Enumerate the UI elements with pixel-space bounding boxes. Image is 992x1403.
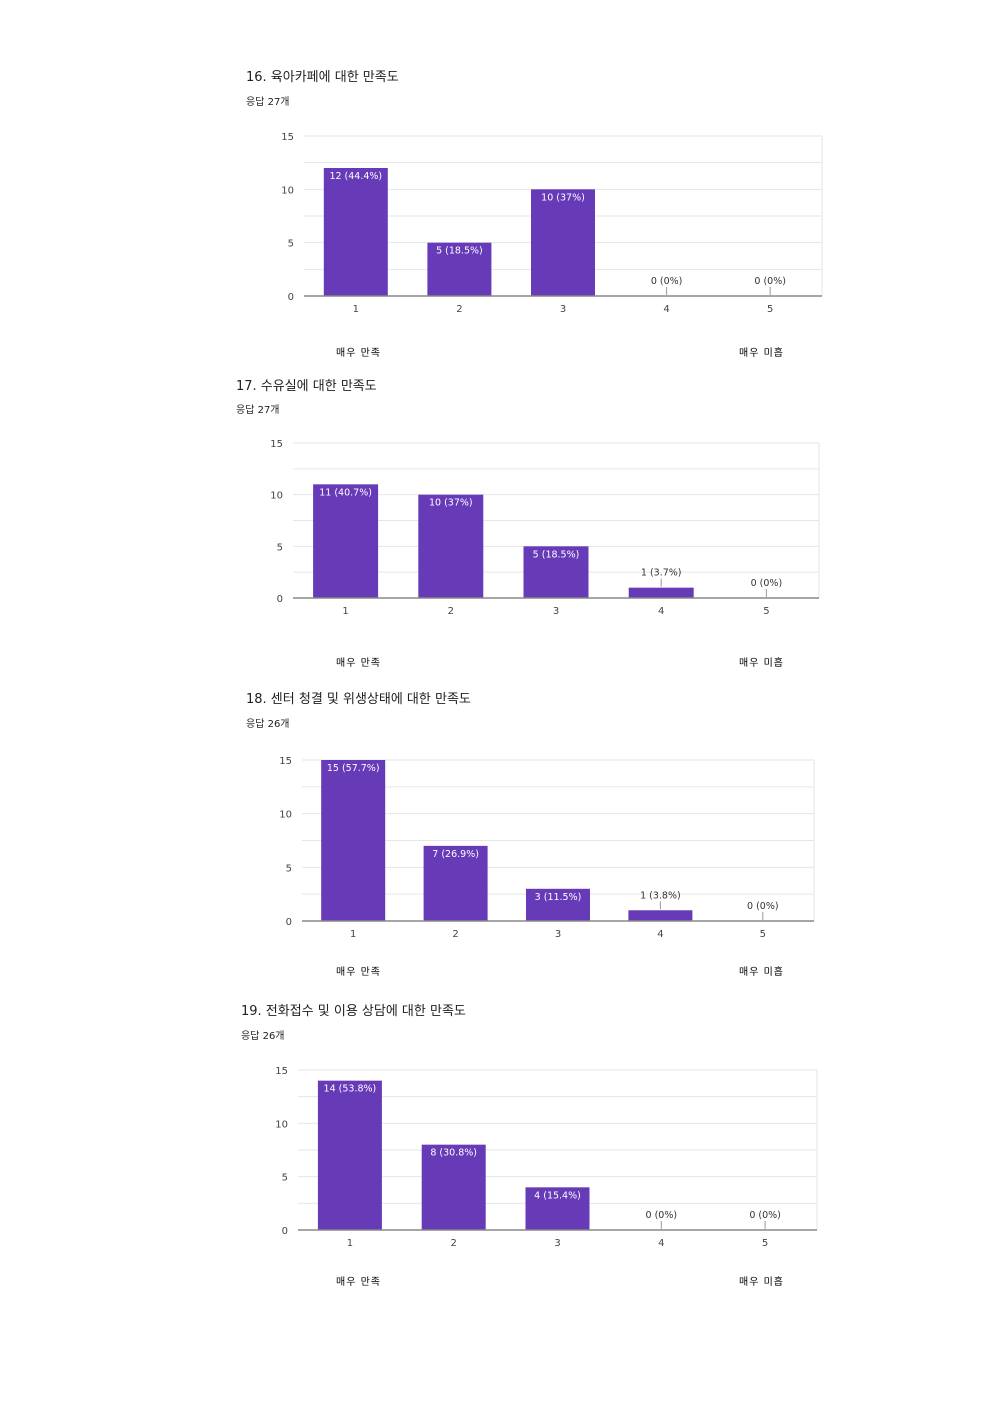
- chart-block-17: 17. 수유실에 대한 만족도 응답 27개 0 5 10 15 11 (40.7%) 1…: [0, 0, 992, 669]
- y-tick-label: 0: [282, 1226, 288, 1237]
- data-label: 7 (26.9%): [432, 849, 479, 860]
- y-tick-label: 10: [275, 1119, 288, 1130]
- x-tick-label: 3: [560, 304, 566, 315]
- bar: [526, 888, 590, 921]
- data-label: 3 (11.5%): [535, 892, 582, 903]
- bar-chart-17: 0 5 10 15 11 (40.7%) 1 10 (37%) 2 5 (18.5%) 3 1 (3…: [270, 439, 820, 617]
- data-label: 5 (18.5%): [436, 246, 483, 257]
- x-tick-label: 5: [760, 929, 766, 940]
- x-tick-label: 1: [347, 1238, 353, 1249]
- response-count: 응답 26개: [246, 719, 290, 730]
- x-tick-label: 4: [658, 606, 664, 617]
- y-tick-label: 15: [281, 132, 294, 143]
- bar: [321, 760, 386, 921]
- y-tick-label: 0: [286, 917, 292, 928]
- x-tick-label: 4: [663, 304, 669, 315]
- question-title: 17. 수유실에 대한 만족도: [236, 379, 377, 394]
- data-label: 1 (3.7%): [641, 568, 682, 579]
- bar: [628, 910, 693, 921]
- y-tick-label: 5: [288, 239, 294, 250]
- y-tick-label: 0: [288, 292, 294, 303]
- scale-right-label: 매우 미흡: [739, 658, 784, 669]
- scale-left-label: 매우 만족: [336, 967, 381, 978]
- bar: [531, 189, 595, 296]
- y-tick-label: 5: [286, 863, 292, 874]
- x-tick-label: 3: [555, 929, 561, 940]
- y-tick-label: 15: [275, 1066, 288, 1077]
- y-tick-label: 5: [282, 1173, 288, 1184]
- bar: [421, 1144, 486, 1230]
- x-tick-label: 1: [342, 606, 348, 617]
- y-tick-label: 15: [279, 756, 292, 767]
- response-count: 응답 27개: [236, 405, 280, 416]
- chart-block-19: 19. 전화접수 및 이용 상담에 대한 만족도 응답 26개 0 5 10 15 14…: [0, 0, 992, 1288]
- data-label: 10 (37%): [429, 498, 473, 509]
- bar: [313, 484, 379, 598]
- data-label: 4 (15.4%): [534, 1190, 581, 1201]
- x-tick-label: 3: [553, 606, 559, 617]
- data-label: 1 (3.8%): [640, 890, 681, 901]
- data-label: 0 (0%): [646, 1210, 678, 1221]
- y-tick-label: 5: [277, 542, 283, 553]
- y-tick-label: 15: [270, 439, 283, 450]
- x-tick-label: 2: [451, 1238, 457, 1249]
- bar-chart-18: 0 5 10 15 15 (57.7%) 1 7 (26.9%) 2 3 (11.5%) 3 1 (…: [279, 756, 815, 940]
- question-title: 19. 전화접수 및 이용 상담에 대한 만족도: [241, 1004, 466, 1019]
- scale-left-label: 매우 만족: [336, 1277, 381, 1288]
- data-label: 8 (30.8%): [430, 1148, 477, 1159]
- scale-left-label: 매우 만족: [336, 658, 381, 669]
- x-tick-label: 2: [448, 606, 454, 617]
- y-tick-label: 10: [279, 810, 292, 821]
- bar-chart-16: 0 5 10 15 12 (44.4%) 1 5 (18.5%) 2 10 (37%) 3 0 (0…: [281, 132, 823, 315]
- data-label: 10 (37%): [541, 192, 585, 203]
- data-label: 0 (0%): [747, 901, 779, 912]
- data-label: 5 (18.5%): [533, 549, 580, 560]
- x-tick-label: 3: [554, 1238, 560, 1249]
- question-title: 16. 육아카페에 대한 만족도: [246, 70, 399, 85]
- bar: [628, 587, 694, 598]
- data-label: 0 (0%): [749, 1210, 781, 1221]
- data-label: 0 (0%): [751, 578, 783, 589]
- data-label: 11 (40.7%): [319, 487, 372, 498]
- scale-right-label: 매우 미흡: [739, 967, 784, 978]
- bar: [423, 845, 488, 921]
- chart-block-16: 16. 육아카페에 대한 만족도 응답 27개 0 5 10 15 12 (44.4%)…: [0, 0, 992, 359]
- x-tick-label: 2: [456, 304, 462, 315]
- scale-right-label: 매우 미흡: [739, 1277, 784, 1288]
- bar: [323, 168, 388, 296]
- response-count: 응답 26개: [241, 1031, 285, 1042]
- scale-right-label: 매우 미흡: [739, 348, 784, 359]
- x-tick-label: 1: [350, 929, 356, 940]
- bar: [317, 1080, 382, 1230]
- x-tick-label: 5: [763, 606, 769, 617]
- data-label: 12 (44.4%): [329, 171, 382, 182]
- bar: [523, 546, 589, 598]
- x-tick-label: 2: [452, 929, 458, 940]
- scale-left-label: 매우 만족: [336, 348, 381, 359]
- y-tick-label: 0: [277, 594, 283, 605]
- bar: [427, 242, 492, 296]
- data-label: 0 (0%): [754, 276, 786, 287]
- y-tick-label: 10: [281, 185, 294, 196]
- question-title: 18. 센터 청결 및 위생상태에 대한 만족도: [246, 692, 471, 707]
- data-label: 15 (57.7%): [327, 763, 380, 774]
- y-tick-label: 10: [270, 491, 283, 502]
- x-tick-label: 4: [657, 929, 663, 940]
- chart-block-18: 18. 센터 청결 및 위생상태에 대한 만족도 응답 26개 0 5 10 15 15…: [0, 0, 992, 978]
- response-count: 응답 27개: [246, 97, 290, 108]
- bar: [525, 1187, 590, 1230]
- x-tick-label: 1: [353, 304, 359, 315]
- x-tick-label: 4: [658, 1238, 664, 1249]
- data-label: 0 (0%): [651, 276, 683, 287]
- x-tick-label: 5: [767, 304, 773, 315]
- bar: [418, 494, 484, 598]
- data-label: 14 (53.8%): [324, 1084, 377, 1095]
- x-tick-label: 5: [762, 1238, 768, 1249]
- bar-chart-19: 0 5 10 15 14 (53.8%) 1 8 (30.8%) 2 4 (15.4%) 3 0 (…: [275, 1066, 818, 1249]
